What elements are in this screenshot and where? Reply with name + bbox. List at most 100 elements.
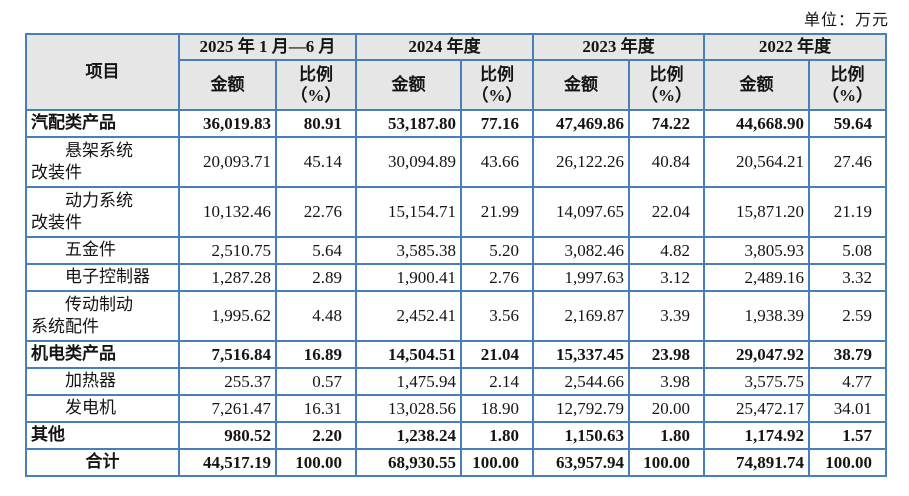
ratio-cell: 4.77 bbox=[808, 367, 887, 396]
column-header-ratio: 比例 （%） bbox=[628, 59, 705, 111]
table-row-powertrain: 动力系统 改装件 10,132.46 22.76 15,154.71 21.99… bbox=[25, 186, 887, 238]
ratio-cell: 100.00 bbox=[275, 448, 357, 477]
amount-cell: 47,469.86 bbox=[532, 109, 630, 138]
row-label: 发电机 bbox=[25, 394, 180, 423]
ratio-cell: 1.80 bbox=[460, 421, 534, 450]
row-label: 机电类产品 bbox=[25, 340, 180, 369]
amount-cell: 1,475.94 bbox=[355, 367, 462, 396]
ratio-cell: 59.64 bbox=[808, 109, 887, 138]
ratio-cell: 27.46 bbox=[808, 136, 887, 188]
ratio-cell: 40.84 bbox=[628, 136, 705, 188]
row-label: 其他 bbox=[25, 421, 180, 450]
ratio-cell: 45.14 bbox=[275, 136, 357, 188]
ratio-cell: 77.16 bbox=[460, 109, 534, 138]
amount-cell: 29,047.92 bbox=[703, 340, 810, 369]
amount-cell: 3,082.46 bbox=[532, 236, 630, 265]
table-row-electromechanical: 机电类产品 7,516.84 16.89 14,504.51 21.04 15,… bbox=[25, 340, 887, 369]
amount-cell: 1,287.28 bbox=[178, 263, 277, 292]
amount-cell: 12,792.79 bbox=[532, 394, 630, 423]
ratio-cell: 5.20 bbox=[460, 236, 534, 265]
amount-cell: 980.52 bbox=[178, 421, 277, 450]
ratio-cell: 2.20 bbox=[275, 421, 357, 450]
ratio-cell: 100.00 bbox=[628, 448, 705, 477]
amount-cell: 2,169.87 bbox=[532, 290, 630, 342]
header-row-periods: 项目 2025 年 1 月—6 月 2024 年度 2023 年度 2022 年… bbox=[25, 33, 887, 111]
table-row-transmission-brake: 传动制动 系统配件 1,995.62 4.48 2,452.41 3.56 2,… bbox=[25, 290, 887, 342]
amount-cell: 7,261.47 bbox=[178, 394, 277, 423]
column-header-item: 项目 bbox=[25, 33, 180, 111]
revenue-breakdown-table: 项目 2025 年 1 月—6 月 2024 年度 2023 年度 2022 年… bbox=[25, 33, 887, 477]
ratio-cell: 23.98 bbox=[628, 340, 705, 369]
ratio-cell: 2.59 bbox=[808, 290, 887, 342]
ratio-cell: 4.48 bbox=[275, 290, 357, 342]
amount-cell: 3,805.93 bbox=[703, 236, 810, 265]
ratio-cell: 80.91 bbox=[275, 109, 357, 138]
amount-cell: 2,544.66 bbox=[532, 367, 630, 396]
amount-cell: 15,154.71 bbox=[355, 186, 462, 238]
ratio-cell: 16.31 bbox=[275, 394, 357, 423]
row-label: 电子控制器 bbox=[25, 263, 180, 292]
row-label: 汽配类产品 bbox=[25, 109, 180, 138]
amount-cell: 1,938.39 bbox=[703, 290, 810, 342]
amount-cell: 20,564.21 bbox=[703, 136, 810, 188]
table-row-auto-parts: 汽配类产品 36,019.83 80.91 53,187.80 77.16 47… bbox=[25, 109, 887, 138]
column-header-amount: 金额 bbox=[178, 59, 277, 111]
table-row-suspension: 悬架系统 改装件 20,093.71 45.14 30,094.89 43.66… bbox=[25, 136, 887, 188]
table-row-electronic-controller: 电子控制器 1,287.28 2.89 1,900.41 2.76 1,997.… bbox=[25, 263, 887, 292]
ratio-cell: 21.04 bbox=[460, 340, 534, 369]
amount-cell: 3,575.75 bbox=[703, 367, 810, 396]
amount-cell: 255.37 bbox=[178, 367, 277, 396]
amount-cell: 2,452.41 bbox=[355, 290, 462, 342]
amount-cell: 7,516.84 bbox=[178, 340, 277, 369]
amount-cell: 1,997.63 bbox=[532, 263, 630, 292]
row-label: 五金件 bbox=[25, 236, 180, 265]
ratio-cell: 74.22 bbox=[628, 109, 705, 138]
amount-cell: 14,097.65 bbox=[532, 186, 630, 238]
amount-cell: 15,871.20 bbox=[703, 186, 810, 238]
ratio-cell: 20.00 bbox=[628, 394, 705, 423]
amount-cell: 1,900.41 bbox=[355, 263, 462, 292]
ratio-cell: 1.57 bbox=[808, 421, 887, 450]
amount-cell: 20,093.71 bbox=[178, 136, 277, 188]
row-label: 加热器 bbox=[25, 367, 180, 396]
amount-cell: 13,028.56 bbox=[355, 394, 462, 423]
amount-cell: 74,891.74 bbox=[703, 448, 810, 477]
column-header-period-2023: 2023 年度 bbox=[532, 33, 705, 61]
column-header-period-2022: 2022 年度 bbox=[703, 33, 887, 61]
ratio-cell: 22.04 bbox=[628, 186, 705, 238]
amount-cell: 2,510.75 bbox=[178, 236, 277, 265]
amount-cell: 2,489.16 bbox=[703, 263, 810, 292]
ratio-cell: 3.56 bbox=[460, 290, 534, 342]
unit-label: 单位：万元 bbox=[803, 12, 889, 29]
row-label: 传动制动 系统配件 bbox=[25, 290, 180, 342]
amount-cell: 53,187.80 bbox=[355, 109, 462, 138]
column-header-ratio: 比例 （%） bbox=[275, 59, 357, 111]
column-header-amount: 金额 bbox=[355, 59, 462, 111]
amount-cell: 44,668.90 bbox=[703, 109, 810, 138]
amount-cell: 14,504.51 bbox=[355, 340, 462, 369]
ratio-cell: 5.08 bbox=[808, 236, 887, 265]
ratio-cell: 100.00 bbox=[460, 448, 534, 477]
amount-cell: 1,995.62 bbox=[178, 290, 277, 342]
row-label: 动力系统 改装件 bbox=[25, 186, 180, 238]
ratio-cell: 34.01 bbox=[808, 394, 887, 423]
ratio-cell: 38.79 bbox=[808, 340, 887, 369]
header-row-measures: 金额 比例 （%） 金额 比例 （%） 金额 比例 （%） 金额 比例 （%） bbox=[26, 59, 887, 111]
amount-cell: 26,122.26 bbox=[532, 136, 630, 188]
amount-cell: 3,585.38 bbox=[355, 236, 462, 265]
table-row-heater: 加热器 255.37 0.57 1,475.94 2.14 2,544.66 3… bbox=[25, 367, 887, 396]
amount-cell: 63,957.94 bbox=[532, 448, 630, 477]
column-header-period-2025h1: 2025 年 1 月—6 月 bbox=[178, 33, 357, 61]
ratio-cell: 43.66 bbox=[460, 136, 534, 188]
amount-cell: 1,150.63 bbox=[532, 421, 630, 450]
ratio-cell: 3.39 bbox=[628, 290, 705, 342]
amount-cell: 68,930.55 bbox=[355, 448, 462, 477]
ratio-cell: 16.89 bbox=[275, 340, 357, 369]
row-label: 合计 bbox=[25, 448, 180, 477]
column-header-ratio: 比例 （%） bbox=[808, 59, 887, 111]
ratio-cell: 2.76 bbox=[460, 263, 534, 292]
ratio-cell: 2.89 bbox=[275, 263, 357, 292]
ratio-cell: 5.64 bbox=[275, 236, 357, 265]
ratio-cell: 21.99 bbox=[460, 186, 534, 238]
